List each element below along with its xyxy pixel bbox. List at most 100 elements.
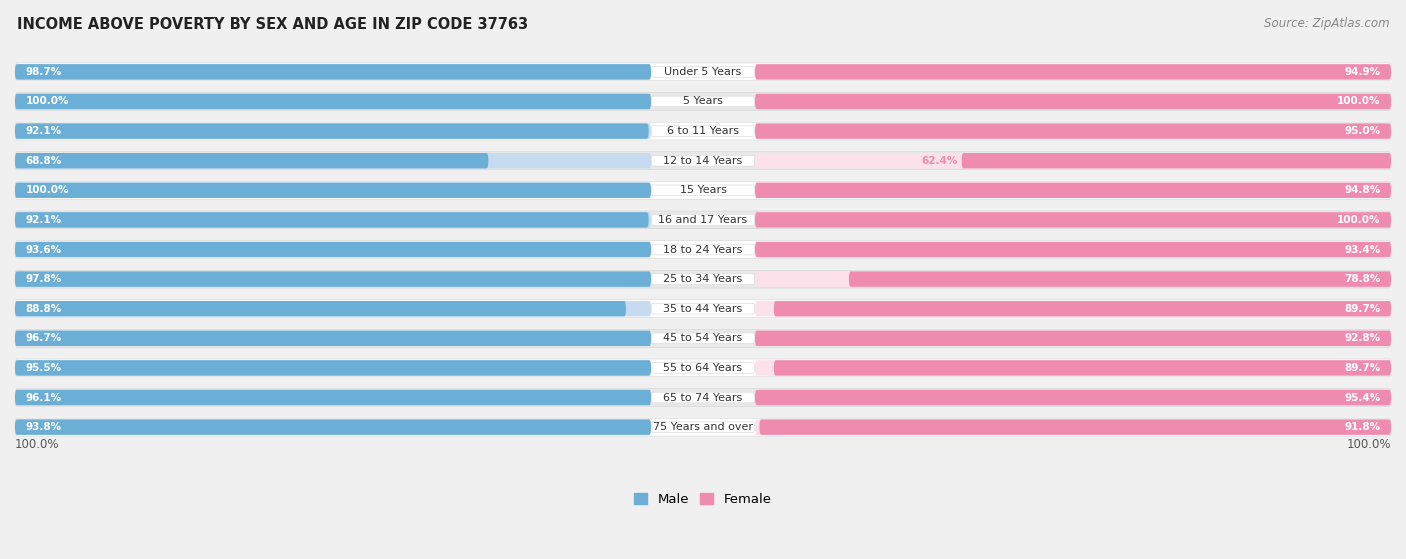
FancyBboxPatch shape — [849, 272, 1391, 287]
FancyBboxPatch shape — [15, 390, 651, 405]
FancyBboxPatch shape — [15, 419, 651, 435]
Text: 89.7%: 89.7% — [1344, 363, 1381, 373]
Text: 5 Years: 5 Years — [683, 97, 723, 107]
FancyBboxPatch shape — [651, 392, 755, 403]
FancyBboxPatch shape — [15, 301, 651, 316]
FancyBboxPatch shape — [15, 389, 1391, 406]
FancyBboxPatch shape — [15, 124, 648, 139]
Text: 96.1%: 96.1% — [25, 392, 62, 402]
FancyBboxPatch shape — [15, 242, 651, 257]
FancyBboxPatch shape — [15, 212, 651, 228]
FancyBboxPatch shape — [755, 183, 1391, 198]
FancyBboxPatch shape — [755, 153, 1391, 168]
Legend: Male, Female: Male, Female — [628, 487, 778, 511]
FancyBboxPatch shape — [15, 153, 651, 168]
FancyBboxPatch shape — [15, 300, 1391, 318]
FancyBboxPatch shape — [651, 67, 755, 77]
FancyBboxPatch shape — [755, 390, 1391, 405]
Text: 94.8%: 94.8% — [1344, 185, 1381, 195]
Text: 75 Years and over: 75 Years and over — [652, 422, 754, 432]
FancyBboxPatch shape — [773, 360, 1391, 376]
FancyBboxPatch shape — [15, 418, 1391, 436]
FancyBboxPatch shape — [15, 240, 1391, 258]
Text: 93.8%: 93.8% — [25, 422, 62, 432]
Text: 93.4%: 93.4% — [1344, 244, 1381, 254]
FancyBboxPatch shape — [755, 242, 1391, 257]
Text: INCOME ABOVE POVERTY BY SEX AND AGE IN ZIP CODE 37763: INCOME ABOVE POVERTY BY SEX AND AGE IN Z… — [17, 17, 529, 32]
FancyBboxPatch shape — [755, 301, 1391, 316]
FancyBboxPatch shape — [15, 360, 651, 376]
FancyBboxPatch shape — [15, 242, 651, 257]
FancyBboxPatch shape — [651, 274, 755, 285]
Text: 78.8%: 78.8% — [1344, 274, 1381, 284]
FancyBboxPatch shape — [755, 419, 1391, 435]
FancyBboxPatch shape — [651, 304, 755, 314]
FancyBboxPatch shape — [15, 152, 1391, 169]
FancyBboxPatch shape — [651, 215, 755, 225]
Text: 100.0%: 100.0% — [15, 438, 59, 452]
Text: 98.7%: 98.7% — [25, 67, 62, 77]
FancyBboxPatch shape — [755, 124, 1391, 139]
FancyBboxPatch shape — [15, 122, 1391, 140]
FancyBboxPatch shape — [15, 272, 651, 287]
FancyBboxPatch shape — [15, 63, 1391, 80]
Text: 45 to 54 Years: 45 to 54 Years — [664, 333, 742, 343]
Text: 88.8%: 88.8% — [25, 304, 62, 314]
Text: Under 5 Years: Under 5 Years — [665, 67, 741, 77]
Text: 96.7%: 96.7% — [25, 333, 62, 343]
FancyBboxPatch shape — [15, 330, 651, 346]
FancyBboxPatch shape — [962, 153, 1391, 168]
Text: 100.0%: 100.0% — [1337, 215, 1381, 225]
FancyBboxPatch shape — [15, 94, 651, 109]
FancyBboxPatch shape — [651, 363, 755, 373]
FancyBboxPatch shape — [755, 272, 1391, 287]
FancyBboxPatch shape — [651, 96, 755, 107]
FancyBboxPatch shape — [15, 93, 1391, 110]
FancyBboxPatch shape — [651, 155, 755, 166]
Text: 65 to 74 Years: 65 to 74 Years — [664, 392, 742, 402]
FancyBboxPatch shape — [15, 64, 651, 79]
Text: 91.8%: 91.8% — [1344, 422, 1381, 432]
Text: 92.1%: 92.1% — [25, 215, 62, 225]
FancyBboxPatch shape — [15, 419, 651, 435]
Text: 89.7%: 89.7% — [1344, 304, 1381, 314]
Text: 92.1%: 92.1% — [25, 126, 62, 136]
FancyBboxPatch shape — [15, 94, 651, 109]
FancyBboxPatch shape — [15, 153, 488, 168]
FancyBboxPatch shape — [755, 242, 1391, 257]
FancyBboxPatch shape — [15, 329, 1391, 347]
FancyBboxPatch shape — [755, 360, 1391, 376]
FancyBboxPatch shape — [15, 359, 1391, 377]
FancyBboxPatch shape — [15, 270, 1391, 288]
FancyBboxPatch shape — [755, 330, 1391, 346]
Text: Source: ZipAtlas.com: Source: ZipAtlas.com — [1264, 17, 1389, 30]
FancyBboxPatch shape — [759, 419, 1391, 435]
Text: 95.5%: 95.5% — [25, 363, 62, 373]
Text: 25 to 34 Years: 25 to 34 Years — [664, 274, 742, 284]
FancyBboxPatch shape — [755, 94, 1391, 109]
FancyBboxPatch shape — [755, 330, 1391, 346]
Text: 18 to 24 Years: 18 to 24 Years — [664, 244, 742, 254]
FancyBboxPatch shape — [15, 212, 648, 228]
FancyBboxPatch shape — [755, 212, 1391, 228]
Text: 92.8%: 92.8% — [1344, 333, 1381, 343]
Text: 95.4%: 95.4% — [1344, 392, 1381, 402]
Text: 100.0%: 100.0% — [1347, 438, 1391, 452]
Text: 68.8%: 68.8% — [25, 156, 62, 165]
FancyBboxPatch shape — [755, 94, 1391, 109]
Text: 100.0%: 100.0% — [25, 185, 69, 195]
FancyBboxPatch shape — [15, 330, 651, 346]
FancyBboxPatch shape — [15, 124, 651, 139]
FancyBboxPatch shape — [755, 64, 1391, 79]
FancyBboxPatch shape — [773, 301, 1391, 316]
FancyBboxPatch shape — [651, 185, 755, 196]
FancyBboxPatch shape — [15, 183, 651, 198]
FancyBboxPatch shape — [755, 124, 1391, 139]
FancyBboxPatch shape — [15, 211, 1391, 229]
Text: 6 to 11 Years: 6 to 11 Years — [666, 126, 740, 136]
FancyBboxPatch shape — [15, 183, 651, 198]
Text: 15 Years: 15 Years — [679, 185, 727, 195]
FancyBboxPatch shape — [15, 360, 651, 376]
FancyBboxPatch shape — [755, 212, 1391, 228]
FancyBboxPatch shape — [651, 333, 755, 344]
